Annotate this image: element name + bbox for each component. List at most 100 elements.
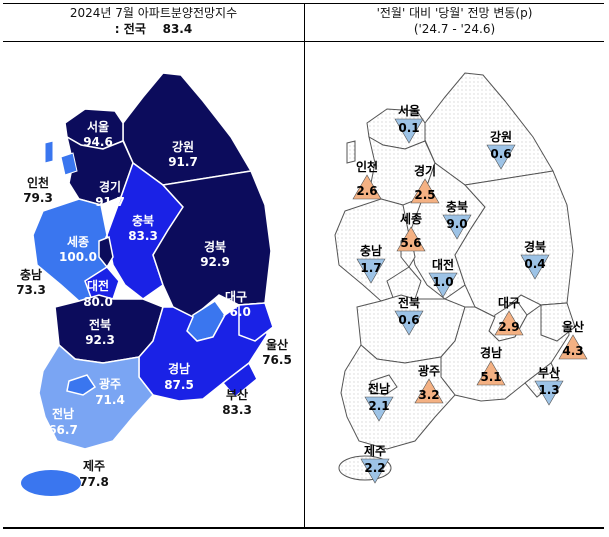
label-gyeonggi-name: 경기 [99,179,121,194]
marker-chungbuk-name: 충북 [446,199,468,214]
marker-jeju-down-triangle [360,458,390,484]
right-title-line1: '전월' 대비 '당월' 전망 변동(p) [376,6,533,20]
marker-seoul-change: 0.1 [398,121,419,135]
outline-gangwon [424,72,554,186]
label-gwangju-index: 71.4 [95,393,125,407]
left-title-line1: 2024년 7월 아파트분양전망지수 [69,6,238,20]
marker-jeonbuk-down-triangle [394,310,424,336]
marker-incheon-name: 인천 [356,159,378,174]
marker-busan-change: 1.3 [538,383,559,397]
marker-jeju-name: 제주 [364,444,386,458]
outline-incheon [346,140,356,164]
marker-incheon-change: 2.6 [356,184,377,198]
marker-gyeonggi-change: 2.5 [414,188,435,202]
index-map-panel: 서울 94.6 강원 91.7 경기 91.7 인천 79.3 충북 83.3 … [3,45,303,525]
outline-busan [524,362,560,398]
label-gwangju-name: 광주 [99,376,121,391]
label-gyeongbuk-name: 경북 [204,240,226,254]
national-value: 83.4 [162,22,193,36]
label-busan-name: 부산 [226,387,248,402]
marker-seoul-name: 서울 [398,103,420,118]
change-map-panel: 서울 0.1 강원 0.6 인천 2.6 경기 2.5 세종 5.6 충북 9.0 충남 1.7 대전 1.0… [305,45,605,525]
region-incheon [44,140,54,164]
label-daegu-index: 76.0 [221,305,251,319]
marker-chungnam-change: 1.7 [360,261,381,275]
label-chungnam-index: 73.3 [16,283,46,297]
marker-gangwon-change: 0.6 [490,147,511,161]
marker-sejong-change: 5.6 [400,236,421,250]
marker-gangwon-name: 강원 [490,130,512,144]
label-gyeongnam-name: 경남 [168,361,190,376]
outline-ulsan [540,302,576,342]
label-gyeongbuk-index: 92.9 [200,255,230,269]
marker-jeju-change: 2.2 [364,461,385,475]
label-gyeongnam-index: 87.5 [164,378,194,392]
marker-sejong-up-triangle [396,226,426,252]
label-chungnam-name: 충남 [20,267,42,282]
label-incheon-index: 79.3 [23,191,53,205]
marker-gyeongnam-name: 경남 [480,345,502,360]
header-divider [3,41,604,42]
marker-jeonnam-down-triangle [364,396,394,422]
outline-jeonnam [340,344,456,450]
region-busan [221,361,258,399]
marker-busan-name: 부산 [538,365,560,380]
change-map: 서울 0.1 강원 0.6 인천 2.6 경기 2.5 세종 5.6 충북 9.0 충남 1.7 대전 1.0… [334,72,588,484]
label-sejong-name: 세종 [67,234,89,249]
top-border [3,3,604,4]
marker-gyeongbuk-name: 경북 [524,240,546,254]
label-sejong-index: 100.0 [59,250,97,264]
label-chungbuk-index: 83.3 [128,229,158,243]
table-frame: 2024년 7월 아파트분양전망지수 : 전국 83.4 '전월' 대비 '당월… [3,3,604,529]
region-sejong [98,235,114,269]
marker-jeonnam-change: 2.1 [368,399,389,413]
marker-daejeon-down-triangle [428,272,458,298]
marker-gwangju-name: 광주 [418,363,440,378]
label-ulsan-index: 76.5 [262,353,292,367]
label-daegu-name: 대구 [225,290,247,304]
marker-gyeonggi-up-triangle [410,178,440,204]
marker-ulsan-up-triangle [558,334,588,360]
marker-seoul-down-triangle [394,118,424,144]
marker-jeonbuk-change: 0.6 [398,313,419,327]
marker-ulsan-change: 4.3 [562,344,583,358]
label-daejeon-name: 대전 [87,278,109,293]
marker-gyeongbuk-down-triangle [520,254,550,280]
column-divider [304,3,305,529]
marker-daegu-up-triangle [494,310,524,336]
label-jeonbuk-index: 92.3 [85,333,115,347]
label-jeju-name: 제주 [83,459,105,473]
marker-chungbuk-down-triangle [442,214,472,240]
marker-gyeonggi-name: 경기 [414,163,436,178]
marker-gwangju-change: 3.2 [418,388,439,402]
label-ulsan-name: 울산 [266,337,288,352]
label-gyeonggi-index: 91.7 [95,195,125,209]
change-markers: 서울 0.1 강원 0.6 인천 2.6 경기 2.5 세종 5.6 충북 9.0 충남 1.7 대전 1.0… [352,103,588,484]
national-label: : 전국 [114,22,146,36]
right-title-line2: ('24.7 - '24.6) [413,22,496,36]
label-incheon-name: 인천 [27,175,49,190]
label-busan-index: 83.3 [222,403,252,417]
label-daejeon-index: 80.0 [83,295,113,309]
right-header: '전월' 대비 '당월' 전망 변동(p) ('24.7 - '24.6) [305,5,604,41]
left-header: 2024년 7월 아파트분양전망지수 : 전국 83.4 [3,5,304,41]
marker-gyeongbuk-change: 0.4 [524,257,545,271]
marker-chungnam-name: 충남 [360,243,382,258]
marker-chungbuk-change: 9.0 [446,217,467,231]
marker-sejong-name: 세종 [400,211,422,226]
marker-daegu-name: 대구 [498,296,520,310]
marker-daejeon-name: 대전 [432,257,454,272]
marker-chungnam-down-triangle [356,258,386,284]
marker-gyeongnam-up-triangle [476,360,506,386]
marker-jeonbuk-name: 전북 [398,295,420,310]
marker-gangwon-down-triangle [486,144,516,170]
label-jeonbuk-name: 전북 [89,317,111,332]
left-title-line2: : 전국 83.4 [3,21,304,37]
label-jeonnam-name: 전남 [52,406,74,421]
region-gwangju [66,374,97,396]
region-ulsan [238,302,274,342]
outline-gyeongbuk [454,170,574,318]
marker-ulsan-name: 울산 [562,319,584,334]
label-gangwon-index: 91.7 [168,155,198,169]
region-jeonnam [38,343,154,450]
